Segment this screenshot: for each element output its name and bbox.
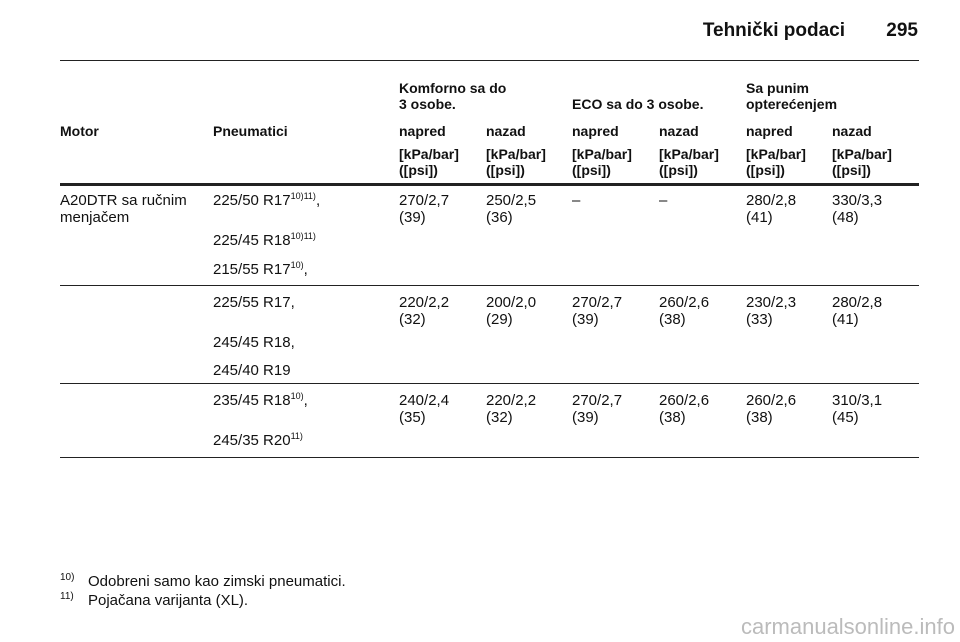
pressure-cell: – — [659, 192, 668, 209]
pressure-cell: 310/3,1 — [832, 392, 883, 409]
unit-label: ([psi]) — [399, 162, 438, 178]
pressure-cell: (45) — [832, 409, 859, 426]
footnote-text: Pojačana varijanta (XL). — [88, 592, 249, 609]
page-title: Tehnički podaci — [702, 20, 845, 41]
pressure-cell: 280/2,8 — [832, 294, 883, 311]
pressure-cell: (41) — [746, 209, 773, 226]
tyre-size: 225/45 R18 — [213, 232, 291, 249]
footnote-ref: 10)11) — [290, 191, 316, 201]
column-header: Pneumatici — [213, 123, 288, 139]
pressure-cell: 230/2,3 — [746, 294, 797, 311]
unit-label: [kPa/bar] — [832, 146, 892, 162]
pressure-cell: 260/2,6 — [659, 294, 710, 311]
rule — [60, 285, 919, 286]
pressure-cell: 280/2,8 — [746, 192, 797, 209]
rule — [60, 383, 919, 384]
unit-label: [kPa/bar] — [486, 146, 546, 162]
group-header: 3 osobe. — [399, 96, 456, 112]
unit-label: [kPa/bar] — [572, 146, 632, 162]
column-header: napred — [399, 123, 446, 139]
pressure-cell: (39) — [572, 311, 599, 328]
pressure-cell: (41) — [832, 311, 859, 328]
watermark: carmanualsonline.info — [740, 614, 955, 639]
pressure-cell: 200/2,0 — [486, 294, 537, 311]
tyre-cell: 235/45 R1810), — [213, 391, 308, 410]
tyre-cell: 225/55 R17, — [213, 294, 295, 311]
footnote-text: Odobreni samo kao zimski pneumatici. — [88, 573, 346, 590]
page-number: 295 — [886, 20, 918, 41]
tyre-size: 245/45 R18, — [213, 334, 295, 351]
pressure-cell: (48) — [832, 209, 859, 226]
motor-cell: menjačem — [60, 209, 130, 226]
group-header: Komforno sa do — [399, 80, 507, 96]
rule — [60, 183, 919, 186]
footnote-ref: 10) — [290, 391, 304, 401]
tyre-size: 245/35 R20 — [213, 432, 291, 449]
pressure-cell: – — [572, 192, 581, 209]
group-header: opterećenjem — [746, 96, 838, 112]
pressure-cell: 240/2,4 — [399, 392, 450, 409]
tyre-size: 225/55 R17, — [213, 294, 295, 311]
tyre-cell: 245/45 R18, — [213, 334, 295, 351]
pressure-cell: (32) — [486, 409, 513, 426]
tyre-cell: 245/35 R2011) — [213, 431, 303, 450]
tyre-size: 235/45 R18 — [213, 392, 291, 409]
unit-label: [kPa/bar] — [399, 146, 459, 162]
pressure-cell: (33) — [746, 311, 773, 328]
pressure-cell: (39) — [399, 209, 426, 226]
pressure-cell: 260/2,6 — [659, 392, 710, 409]
tyre-suffix: , — [303, 261, 308, 278]
tyre-cell: 225/50 R1710)11), — [213, 191, 321, 210]
tyre-suffix: , — [303, 392, 308, 409]
pressure-cell: (35) — [399, 409, 426, 426]
pressure-cell: (32) — [399, 311, 426, 328]
motor-cell: A20DTR sa ručnim — [60, 192, 187, 209]
pressure-cell: (39) — [572, 409, 599, 426]
column-header: nazad — [832, 123, 872, 139]
pressure-cell: (38) — [659, 409, 686, 426]
unit-label: ([psi]) — [659, 162, 698, 178]
pressure-cell: (38) — [746, 409, 773, 426]
pressure-cell: 260/2,6 — [746, 392, 797, 409]
pressure-cell: 270/2,7 — [572, 392, 623, 409]
footnote-ref: 11) — [290, 431, 303, 441]
group-header: Sa punim — [746, 80, 810, 96]
group-header: ECO sa do 3 osobe. — [572, 96, 704, 112]
column-header: napred — [572, 123, 619, 139]
column-header: napred — [746, 123, 793, 139]
pressure-cell: 330/3,3 — [832, 192, 883, 209]
unit-label: [kPa/bar] — [746, 146, 806, 162]
unit-label: ([psi]) — [746, 162, 785, 178]
tyre-cell: 215/55 R1710), — [213, 260, 308, 279]
footnote-mark: 11) — [60, 591, 74, 602]
rule — [60, 457, 919, 458]
column-header: nazad — [486, 123, 526, 139]
pressure-cell: 250/2,5 — [486, 192, 537, 209]
footnote-ref: 10) — [290, 260, 304, 270]
unit-label: ([psi]) — [486, 162, 525, 178]
column-header: nazad — [659, 123, 699, 139]
column-header: Motor — [60, 123, 99, 139]
footnote-ref: 10)11) — [290, 231, 316, 241]
pressure-cell: (29) — [486, 311, 513, 328]
tyre-cell: 225/45 R1810)11) — [213, 231, 316, 250]
pressure-cell: (36) — [486, 209, 513, 226]
pressure-cell: (38) — [659, 311, 686, 328]
pressure-cell: 220/2,2 — [486, 392, 537, 409]
pressure-cell: 220/2,2 — [399, 294, 450, 311]
pressure-cell: 270/2,7 — [572, 294, 623, 311]
tyre-size: 215/55 R17 — [213, 261, 291, 278]
unit-label: [kPa/bar] — [659, 146, 719, 162]
footnote-mark: 10) — [60, 572, 75, 583]
tyre-size: 225/50 R17 — [213, 192, 291, 209]
tyre-cell: 245/40 R19 — [213, 362, 291, 379]
unit-label: ([psi]) — [572, 162, 611, 178]
tyre-suffix: , — [315, 192, 321, 209]
unit-label: ([psi]) — [832, 162, 871, 178]
rule — [60, 60, 919, 61]
tyre-size: 245/40 R19 — [213, 362, 291, 379]
pressure-cell: 270/2,7 — [399, 192, 450, 209]
